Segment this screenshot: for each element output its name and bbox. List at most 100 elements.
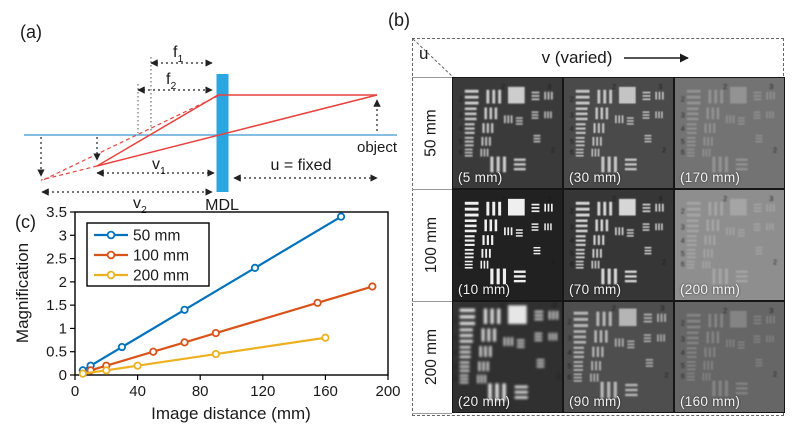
- u-fixed-label: u = fixed: [271, 157, 332, 174]
- legend-entry-label: 200 mm: [133, 268, 189, 285]
- svg-text:6: 6: [681, 374, 685, 381]
- target-image: 2 3 4 5 6 2 3 2 (70 mm): [563, 189, 674, 301]
- svg-text:5: 5: [570, 139, 574, 146]
- svg-text:3: 3: [660, 304, 664, 313]
- usaf-target-pattern: 2 3 4 5 6 2 3 2: [453, 190, 562, 300]
- v-distance-label: (90 mm): [569, 394, 622, 409]
- svg-text:2: 2: [570, 97, 574, 104]
- usaf-target-pattern: 2 3 4 5 6 2 3 2: [453, 78, 562, 188]
- svg-text:3: 3: [547, 194, 551, 203]
- svg-text:2: 2: [662, 148, 666, 155]
- svg-text:4: 4: [459, 238, 463, 245]
- svg-text:2: 2: [681, 321, 685, 328]
- row-separator: [412, 188, 452, 190]
- svg-text:6: 6: [570, 150, 574, 157]
- panel-a-ray-diagram: (a) f1 f2 v1 v2 object u = fixed MDL: [20, 22, 398, 215]
- svg-text:2: 2: [662, 260, 666, 267]
- svg-text:5: 5: [453, 362, 457, 371]
- data-marker: [133, 361, 142, 370]
- svg-text:3: 3: [681, 224, 685, 231]
- y-tick-label: 1: [59, 320, 67, 337]
- u-row-label-text: 50 mm: [423, 109, 440, 157]
- ray-marginal-solid: [96, 94, 377, 167]
- svg-text:2: 2: [556, 372, 560, 381]
- series-line-200mm: [82, 336, 326, 375]
- mdl-label: MDL: [205, 197, 239, 214]
- mdl-lens-bar: [216, 74, 229, 192]
- svg-text:6: 6: [681, 150, 685, 157]
- y-tick-label: 0: [59, 367, 67, 384]
- svg-text:2: 2: [773, 372, 777, 379]
- x-axis-title: Image distance (mm): [151, 404, 311, 423]
- data-marker: [78, 369, 87, 378]
- v-direction-arrow-icon: [624, 53, 690, 63]
- svg-text:2: 2: [723, 194, 727, 203]
- svg-text:4: 4: [567, 348, 571, 357]
- target-image: 2 3 4 5 6 2 3 2 (5 mm): [452, 77, 563, 189]
- svg-text:3: 3: [769, 82, 773, 91]
- svg-text:2: 2: [612, 304, 616, 313]
- target-image: 2 3 4 5 6 2 3 2 (90 mm): [563, 301, 674, 413]
- svg-text:3: 3: [459, 224, 463, 231]
- panel-b-image-grid: (b) u v (varied) 2 3 4 5 6 2 3 2 (5 mm) 2 3 4 5 6 2 3 2(…: [386, 8, 812, 428]
- v-varied-label: v (varied): [541, 48, 613, 67]
- v-varied-header: v (varied): [452, 42, 784, 74]
- u-corner-label: u: [419, 44, 429, 63]
- y-axis-title: Magnification: [13, 243, 32, 343]
- svg-text:4: 4: [681, 238, 685, 245]
- usaf-target-pattern: 2 3 4 5 6 2 3 2: [675, 78, 784, 188]
- legend-marker-sample: [106, 230, 116, 240]
- data-marker: [149, 347, 158, 356]
- x-tick-label: 200: [375, 383, 400, 400]
- target-image: 2 3 4 5 6 2 3 2 (30 mm): [563, 77, 674, 189]
- svg-text:3: 3: [552, 302, 557, 310]
- usaf-target-pattern: 2 3 4 5 6 2 3 2: [453, 302, 562, 412]
- panel-c-magnification-chart: (c) Image distance (mm) Magnification 0 4…: [13, 204, 401, 423]
- svg-text:2: 2: [773, 260, 777, 267]
- svg-text:4: 4: [681, 350, 685, 357]
- svg-text:2: 2: [773, 148, 777, 155]
- y-tick-label: 3.5: [46, 204, 67, 221]
- legend-entry-label: 50 mm: [133, 228, 180, 245]
- svg-text:2: 2: [681, 97, 685, 104]
- svg-text:2: 2: [567, 317, 571, 326]
- svg-text:2: 2: [551, 148, 555, 155]
- data-marker: [321, 333, 330, 342]
- svg-text:2: 2: [501, 82, 505, 91]
- y-tick-label: 2.5: [46, 251, 67, 268]
- svg-text:3: 3: [769, 306, 773, 315]
- svg-text:5: 5: [459, 251, 463, 258]
- svg-text:5: 5: [681, 363, 685, 370]
- data-marker: [368, 282, 377, 291]
- v-distance-label: (5 mm): [458, 170, 503, 185]
- svg-text:2: 2: [612, 194, 616, 203]
- u-row-label-text: 200 mm: [423, 329, 440, 385]
- svg-text:3: 3: [681, 112, 685, 119]
- u-row-label: 100 mm: [412, 189, 452, 301]
- v-distance-label: (70 mm): [569, 282, 622, 297]
- svg-text:3: 3: [453, 332, 457, 341]
- svg-text:2: 2: [612, 82, 616, 91]
- svg-text:4: 4: [459, 126, 463, 133]
- svg-text:5: 5: [681, 251, 685, 258]
- data-marker: [250, 263, 260, 272]
- svg-text:2: 2: [459, 209, 463, 216]
- v-distance-label: (160 mm): [680, 394, 741, 409]
- svg-text:2: 2: [723, 306, 727, 315]
- v-distance-label: (170 mm): [680, 170, 741, 185]
- svg-text:6: 6: [681, 262, 685, 269]
- x-tick-label: 40: [129, 383, 146, 400]
- panel-a-label: (a): [20, 22, 42, 42]
- svg-text:3: 3: [459, 112, 463, 119]
- svg-text:2: 2: [681, 209, 685, 216]
- target-image: 2 3 4 5 6 2 3 2 (10 mm): [452, 189, 563, 301]
- svg-text:5: 5: [681, 139, 685, 146]
- svg-text:2: 2: [664, 371, 668, 380]
- usaf-target-pattern: 2 3 4 5 6 2 3 2: [675, 190, 784, 300]
- svg-text:2: 2: [453, 315, 457, 324]
- target-image: 2 3 4 5 6 2 3 2 (160 mm): [674, 301, 785, 413]
- f1-label: f1: [173, 44, 183, 65]
- data-marker: [336, 212, 346, 221]
- y-tick-label: 1.5: [46, 297, 67, 314]
- svg-text:5: 5: [570, 251, 574, 258]
